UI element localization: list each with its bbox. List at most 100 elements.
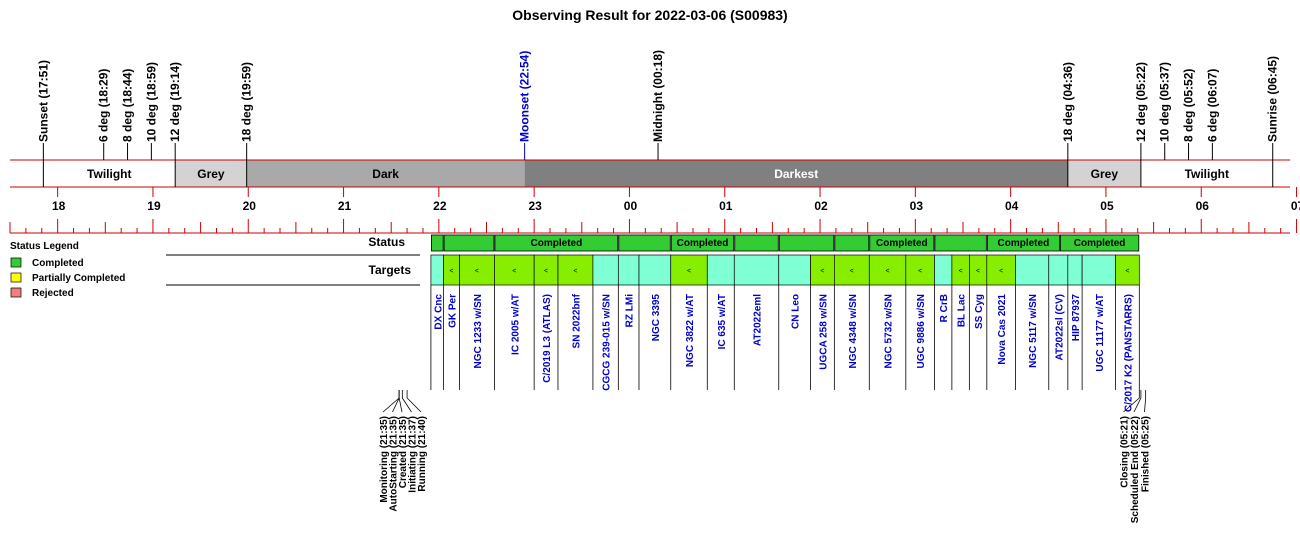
status-segment-label-4: Completed (677, 238, 729, 249)
target-block-0 (430, 254, 444, 286)
status-segment-0 (431, 234, 444, 252)
target-label-18: BL Lac (957, 294, 968, 328)
legend-title: Status Legend (10, 241, 79, 252)
legend-label-partial: Partially Completed (32, 273, 125, 284)
end-event-label-2: Finished (05:25) (1141, 416, 1152, 492)
end-event-leader-2 (1144, 390, 1147, 413)
legend-swatch-rejected (10, 287, 22, 298)
hour-label-18: 18 (52, 199, 66, 213)
status-segment-label-10: Completed (998, 238, 1050, 249)
target-status-mark-15: < (886, 268, 890, 275)
event-label-2: 8 deg (18:44) (121, 69, 135, 142)
start-event-label-1: AutoStarting (21:35) (389, 416, 400, 512)
event-label-4: 12 deg (19:14) (168, 62, 182, 142)
target-status-mark-20: < (999, 268, 1003, 275)
target-label-1: GK Per (448, 294, 459, 328)
target-block-23 (1067, 254, 1083, 286)
hour-label-20: 20 (243, 199, 257, 213)
targets-row: DX Cnc < GK Per < NGC 1233 w/SN < IC 2005 w/AT… (430, 254, 1140, 412)
event-label-6: Moonset (22:54) (518, 51, 532, 142)
start-event-leader-0 (382, 390, 400, 413)
target-block-20 (986, 254, 1016, 286)
target-label-0: DX Cnc (433, 294, 444, 330)
chart-title: Observing Result for 2022-03-06 (S00983) (512, 7, 787, 23)
start-event-label-2: Created (21:35) (398, 416, 409, 488)
sky-period-3 (524, 160, 1068, 187)
target-block-9 (670, 254, 708, 286)
status-segment-label-2: Completed (531, 238, 583, 249)
start-event-leader-3 (401, 390, 412, 413)
legend-swatch-completed (10, 257, 22, 268)
hour-label-06: 06 (1196, 199, 1210, 213)
status-segment-2 (494, 234, 619, 252)
target-block-12 (778, 254, 811, 286)
hour-label-01: 01 (719, 199, 733, 213)
start-event-leader-4 (406, 390, 422, 413)
hour-label-00: 00 (624, 199, 638, 213)
target-status-mark-18: < (959, 268, 963, 275)
hour-label-05: 05 (1100, 199, 1114, 213)
event-label-7: Midnight (00:18) (651, 50, 665, 142)
target-status-mark-9: < (687, 268, 691, 275)
hour-label-19: 19 (147, 199, 161, 213)
target-label-3: IC 2005 w/AT (510, 294, 521, 355)
target-block-22 (1048, 254, 1069, 286)
status-segment-3 (618, 234, 671, 252)
sky-period-5 (1140, 160, 1273, 187)
status-segment-label-8: Completed (876, 238, 928, 249)
status-row-label: Status (368, 235, 405, 249)
sky-period-label-1: Grey (197, 167, 225, 181)
end-event-leader-0 (1123, 390, 1140, 413)
legend-label-rejected: Rejected (32, 288, 74, 299)
target-status-mark-16: < (918, 268, 922, 275)
sky-period-label-3: Darkest (774, 167, 818, 181)
status-segment-11 (1059, 234, 1140, 252)
event-label-1: 6 deg (18:29) (97, 69, 111, 142)
target-status-mark-13: < (820, 268, 824, 275)
target-block-5 (557, 254, 594, 286)
event-label-9: 12 deg (05:22) (1134, 62, 1148, 142)
sky-period-0 (43, 160, 176, 187)
event-markers: Sunset (17:51) 6 deg (18:29) 8 deg (18:44)… (36, 50, 1280, 187)
status-segment-label-11: Completed (1074, 238, 1126, 249)
target-block-25 (1115, 254, 1140, 286)
target-label-13: UGCA 258 w/SN (818, 294, 829, 370)
hour-label-03: 03 (910, 199, 924, 213)
target-label-11: AT2022eml (753, 294, 764, 346)
time-axis: 18 19 20 21 22 23 00 01 02 03 04 05 06 07 (9, 187, 1300, 234)
target-block-6 (592, 254, 619, 286)
hour-label-04: 04 (1005, 199, 1019, 213)
target-block-2 (459, 254, 495, 286)
target-status-mark-25: < (1125, 268, 1129, 275)
hour-label-07: 07 (1291, 199, 1300, 213)
target-block-11 (733, 254, 780, 286)
target-status-mark-2: < (475, 268, 479, 275)
target-label-22: AT2022sl (CV) (1054, 294, 1065, 361)
sky-period-1 (175, 160, 247, 187)
sky-period-2 (246, 160, 525, 187)
start-event-label-3: Initiating (21:37) (408, 416, 419, 493)
status-row: Completed Completed Completed Completed Comp… (431, 234, 1140, 252)
status-segment-4 (670, 234, 735, 252)
legend-swatch-partial (10, 272, 22, 283)
target-status-mark-5: < (573, 268, 577, 275)
start-event-leader-2 (398, 390, 403, 413)
target-block-8 (638, 254, 672, 286)
status-segment-7 (834, 234, 870, 252)
target-label-10: IC 635 w/AT (717, 294, 728, 349)
target-status-mark-3: < (512, 268, 516, 275)
event-label-10: 10 deg (05:37) (1158, 62, 1172, 142)
target-label-14: NGC 4348 w/SN (848, 294, 859, 368)
status-legend: Status Legend Completed Partially Comple… (10, 241, 125, 299)
target-label-9: NGC 3822 w/AT (685, 294, 696, 367)
start-event-label-0: Monitoring (21:35) (379, 416, 390, 503)
start-event: Monitoring (21:35)AutoStarting (21:35)Cr… (379, 390, 428, 512)
target-label-21: NGC 5117 w/SN (1028, 294, 1039, 368)
status-segment-1 (443, 234, 495, 252)
target-label-5: SN 2022bnf (571, 293, 582, 348)
status-segment-8 (869, 234, 935, 252)
event-label-13: Sunrise (06:45) (1266, 56, 1280, 142)
target-label-24: UGC 11177 w/AT (1095, 294, 1106, 372)
end-event-leader-1 (1133, 390, 1142, 413)
status-segment-9 (934, 234, 987, 252)
